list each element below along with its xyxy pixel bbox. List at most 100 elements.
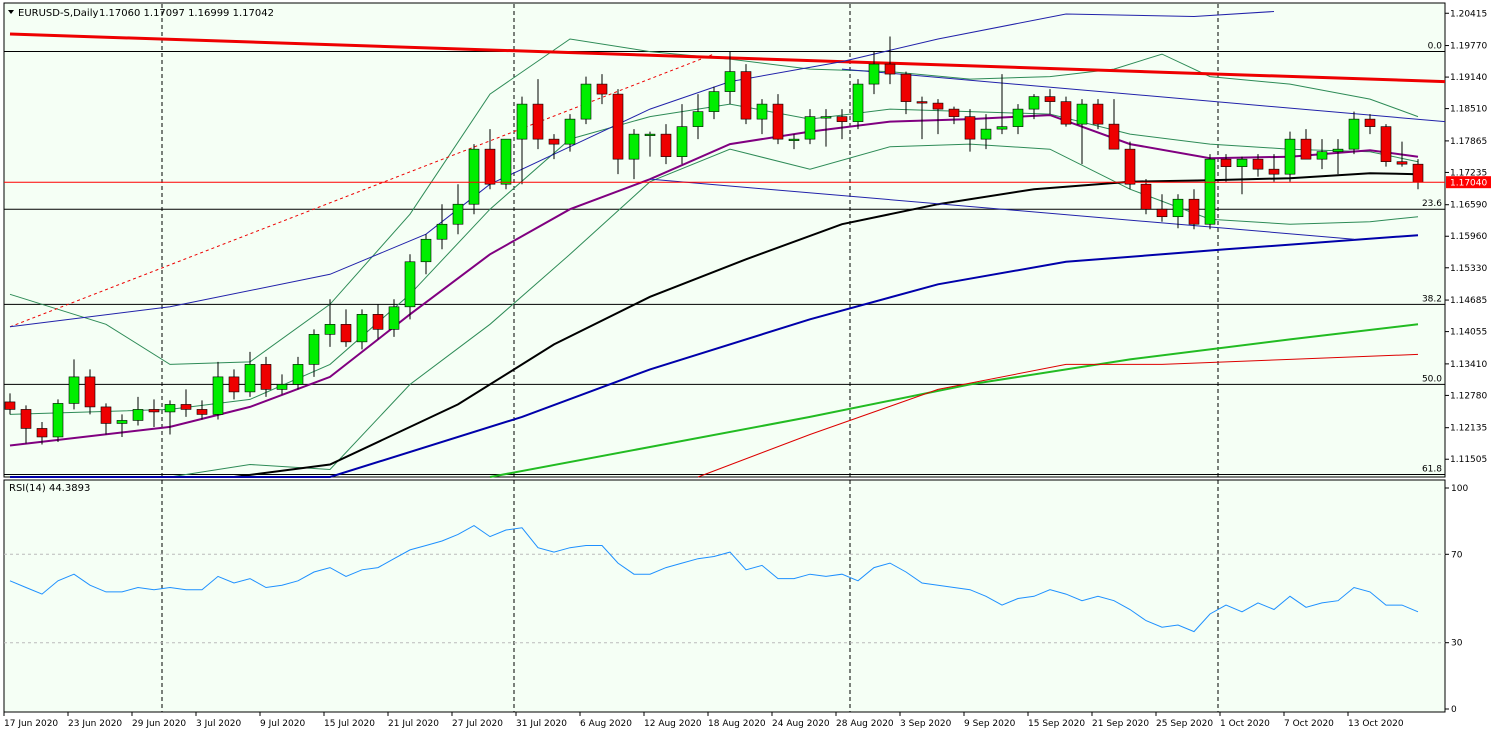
y-axis-tick-label: 1.20415 [1450,9,1487,19]
candle [644,131,656,157]
bear-candle-body [180,404,192,410]
bull-candle-body [68,376,80,404]
bull-candle-body [628,133,640,160]
candle [1140,179,1152,215]
bull-candle-body [1332,148,1344,152]
candle [1204,154,1216,230]
candle [1348,111,1360,155]
rsi-axis-tick-label: 100 [1451,484,1468,494]
bear-candle-body [836,116,848,122]
candle [484,129,496,190]
trendline-blue-lower [649,178,1355,240]
trendline-red-channel [9,32,1446,84]
candle [740,64,752,125]
candle [836,109,848,140]
y-axis-tick-label: 1.19770 [1450,42,1487,52]
grid-layer [161,4,1219,712]
y-axis-tick-label: 1.13410 [1450,360,1487,370]
candle [724,51,736,105]
bull-candle-body [436,223,448,240]
y-axis: 1.20415 1.19770 1.19140 1.18510 1.17865 1.172… [1445,9,1491,465]
x-axis-tick-label: 9 Jul 2020 [260,719,305,729]
moving-average-ma-slow [10,234,1419,478]
bull-candle-body [1028,96,1040,110]
bear-candle-body [1140,183,1152,210]
bull-candle-body [420,238,432,263]
symbol-label: EURUSD-S,Daily [18,8,98,19]
candle [772,94,784,145]
bear-candle-body [1412,163,1424,183]
bear-candle-body [1268,168,1280,175]
candle [1012,104,1024,135]
x-axis-tick-label: 24 Aug 2020 [772,719,830,729]
bear-candle-body [1060,101,1072,125]
candle [308,329,320,377]
candle [4,393,16,415]
bull-candle-body [580,83,592,120]
candle [1300,129,1312,160]
candle [900,71,912,115]
candle [820,109,832,147]
bear-candle-body [1124,148,1136,185]
bear-candle-body [1380,126,1392,162]
bear-candle-body [20,409,32,429]
bear-candle-body [4,401,16,410]
candle [788,134,800,150]
bear-candle-body [1300,138,1312,160]
x-axis-tick-label: 18 Aug 2020 [708,719,766,729]
chevron-down-icon[interactable] [8,10,14,14]
trendline-blue-envelope [9,11,1275,328]
bull-candle-body [980,128,992,140]
bull-candle-body [1316,151,1328,160]
candle [1252,154,1264,177]
x-axis-tick-label: 3 Sep 2020 [900,719,952,729]
candles-layer[interactable] [4,36,1424,445]
bear-candle-body [196,409,208,415]
candle [404,254,416,320]
moving-average-ma-fast [9,114,1419,447]
candle [612,89,624,175]
candle [276,374,288,395]
candle [356,309,368,350]
current-price-tag [1446,176,1491,189]
bull-candle-body [708,91,720,112]
main-plot-area[interactable] [3,2,1446,478]
candle [596,74,608,105]
bull-candle-body [404,261,416,308]
candle [1236,156,1248,195]
bear-candle-body [1188,198,1200,225]
bull-candle-body [1348,118,1360,150]
bear-candle-body [228,376,240,393]
x-axis-tick-label: 13 Oct 2020 [1348,719,1404,729]
bear-candle-body [916,101,928,104]
y-axis-tick-label: 1.14685 [1450,296,1487,306]
bull-candle-body [452,203,464,225]
bear-candle-body [1396,161,1408,165]
bull-candle-body [852,83,864,122]
bear-candle-body [484,148,496,185]
bear-candle-body [340,324,352,343]
ma-layer [9,114,1419,478]
bull-candle-body [1236,158,1248,167]
bull-candle-body [804,116,816,140]
candle [1156,194,1168,222]
x-axis-tick-label: 21 Jul 2020 [388,719,439,729]
candle [436,204,448,250]
candle [708,86,720,120]
candle [68,359,80,410]
x-axis: 17 Jun 2020 23 Jun 2020 29 Jun 2020 3 Jul 2… [3,712,1404,729]
x-axis-tick-label: 29 Jun 2020 [132,719,186,729]
x-axis-tick-label: 17 Jun 2020 [4,719,58,729]
candle [676,104,688,165]
candle [36,421,48,445]
candle [516,96,528,185]
x-axis-tick-label: 25 Sep 2020 [1156,719,1213,729]
x-axis-tick-label: 23 Jun 2020 [68,719,122,729]
trendline-layer[interactable] [9,11,1446,328]
candle [212,361,224,420]
fib-level-label: 38.2 [1422,294,1442,304]
x-axis-tick-label: 21 Sep 2020 [1092,719,1149,729]
rsi-plot-area[interactable] [3,479,1446,713]
bear-candle-body [948,108,960,117]
